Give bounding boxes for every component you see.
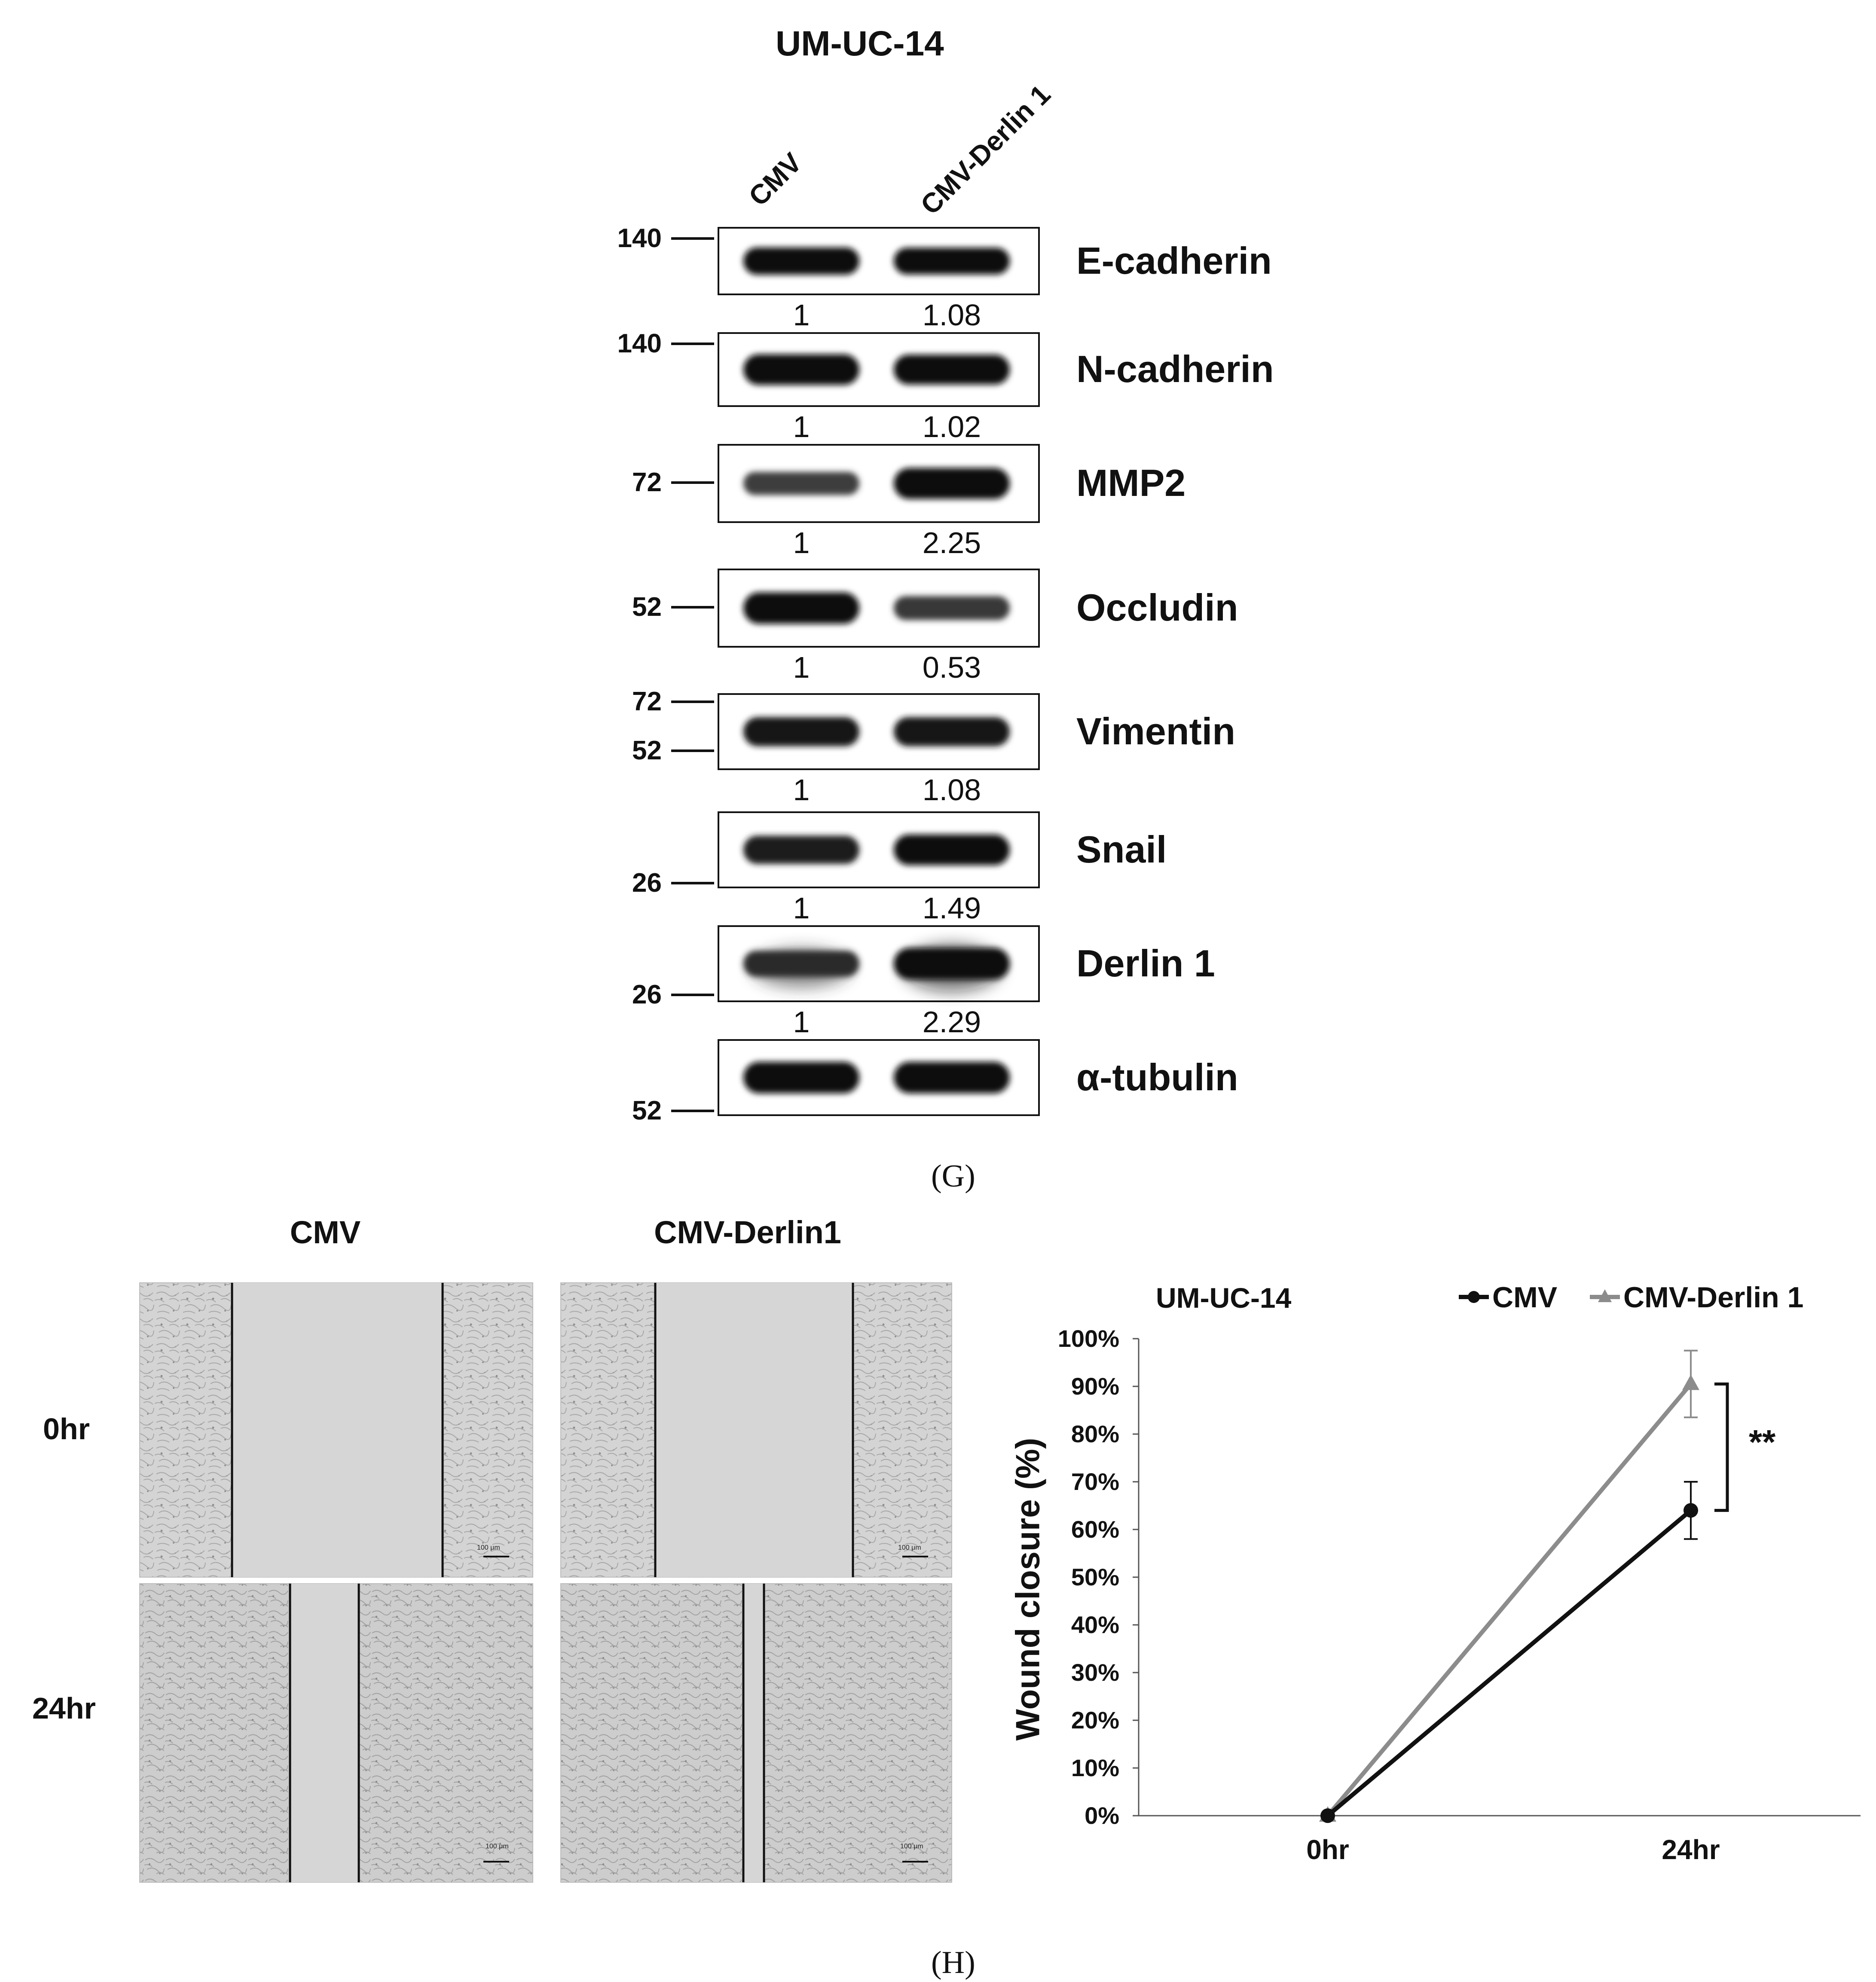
significance-bracket — [1714, 1382, 1729, 1512]
quantification-value: 0.53 — [922, 651, 981, 684]
quantification-value: 2.29 — [922, 1005, 981, 1039]
legend-marker — [1468, 1291, 1480, 1303]
blot-band — [894, 596, 1010, 620]
mw-marker-label: 140 — [617, 223, 662, 253]
chart-title: UM-UC-14 — [1156, 1282, 1292, 1314]
mw-marker-label: 72 — [632, 468, 662, 497]
blot-band — [743, 951, 859, 977]
quantification-value: 1.08 — [922, 298, 981, 332]
quantification-value: 1 — [793, 1005, 810, 1039]
y-axis-label: Wound closure (%) — [1008, 1438, 1047, 1741]
legend-label: CMV-Derlin 1 — [1623, 1281, 1804, 1314]
mw-marker-label: 52 — [632, 736, 662, 765]
wound-gap — [290, 1584, 359, 1882]
quantification-value: 1.08 — [922, 773, 981, 807]
mw-marker-label: 52 — [632, 1096, 662, 1126]
blot-band — [743, 472, 859, 495]
protein-label: MMP2 — [1076, 462, 1186, 504]
blot-band — [743, 592, 859, 624]
x-tick-label: 24hr — [1662, 1834, 1720, 1865]
western-blot-panel — [671, 227, 1040, 1116]
mw-marker-label: 72 — [632, 687, 662, 716]
data-point-cmv — [1320, 1808, 1335, 1823]
y-tick-label: 100% — [1057, 1325, 1119, 1352]
y-tick-label: 80% — [1071, 1420, 1119, 1447]
wound-row-label-0hr: 0hr — [43, 1412, 90, 1446]
blot-band — [894, 948, 1010, 980]
wound-gap — [655, 1283, 853, 1577]
panel-label-h: (H) — [931, 1945, 975, 1980]
protein-label: N-cadherin — [1076, 348, 1274, 390]
quantification-value: 1 — [793, 891, 810, 925]
blot-band — [743, 354, 859, 385]
y-tick-label: 60% — [1071, 1516, 1119, 1543]
y-tick-label: 20% — [1071, 1707, 1119, 1734]
quantification-value: 1 — [793, 526, 810, 560]
wound-healing-images — [139, 1282, 952, 1883]
data-point-cmv — [1684, 1503, 1698, 1518]
protein-label: Vimentin — [1076, 710, 1236, 752]
scale-bar-label: 100 μm — [900, 1843, 923, 1850]
wound-closure-chart — [1133, 1289, 1861, 1823]
protein-label: E-cadherin — [1076, 239, 1272, 282]
blot-band — [894, 355, 1010, 385]
quantification-value: 1 — [793, 410, 810, 444]
wound-column-label-cmv: CMV — [290, 1214, 361, 1250]
quantification-value: 2.25 — [922, 526, 981, 560]
blot-band — [743, 835, 859, 864]
mw-marker-label: 26 — [632, 868, 662, 898]
scale-bar-label: 100 μm — [486, 1843, 509, 1850]
y-tick-label: 70% — [1071, 1468, 1119, 1495]
quantification-value: 1 — [793, 651, 810, 684]
mw-marker-label: 26 — [632, 980, 662, 1009]
y-tick-label: 30% — [1071, 1659, 1119, 1686]
y-tick-label: 90% — [1071, 1373, 1119, 1400]
blot-band — [743, 717, 859, 746]
blot-band — [894, 468, 1010, 499]
protein-label: Occludin — [1076, 586, 1238, 629]
wound-row-label-24hr: 24hr — [32, 1691, 96, 1725]
data-point-cmv-derlin1 — [1682, 1374, 1699, 1390]
blot-title: UM-UC-14 — [776, 24, 944, 63]
quantification-value: 1.02 — [922, 410, 981, 444]
protein-label: α-tubulin — [1076, 1055, 1238, 1098]
mw-marker-label: 52 — [632, 592, 662, 622]
scale-bar-label: 100 μm — [477, 1544, 500, 1551]
y-tick-label: 10% — [1071, 1754, 1119, 1781]
y-tick-label: 50% — [1071, 1563, 1119, 1590]
scale-bar-label: 100 μm — [898, 1544, 921, 1551]
blot-band — [894, 834, 1010, 866]
series-line-cmv-derlin1 — [1326, 1383, 1693, 1817]
significance-label: ** — [1749, 1423, 1776, 1461]
legend-label: CMV — [1492, 1281, 1558, 1314]
blot-band — [743, 1061, 859, 1094]
blot-band — [894, 717, 1010, 746]
x-tick-label: 0hr — [1306, 1834, 1349, 1865]
series-line-cmv — [1326, 1508, 1693, 1817]
wound-gap — [232, 1283, 443, 1577]
y-tick-label: 0% — [1085, 1802, 1119, 1829]
panel-label-g: (G) — [931, 1159, 975, 1194]
protein-label: Snail — [1076, 828, 1167, 871]
wound-column-label-cmv-derlin1: CMV-Derlin1 — [654, 1214, 841, 1250]
blot-band — [894, 248, 1010, 275]
protein-label: Derlin 1 — [1076, 942, 1215, 985]
blot-band — [743, 247, 859, 275]
quantification-value: 1.49 — [922, 891, 981, 925]
mw-marker-label: 140 — [617, 329, 662, 358]
legend-marker — [1598, 1289, 1612, 1302]
y-tick-label: 40% — [1071, 1611, 1119, 1638]
quantification-value: 1 — [793, 298, 810, 332]
blot-band — [894, 1061, 1010, 1094]
wound-gap — [743, 1584, 764, 1882]
quantification-value: 1 — [793, 773, 810, 807]
